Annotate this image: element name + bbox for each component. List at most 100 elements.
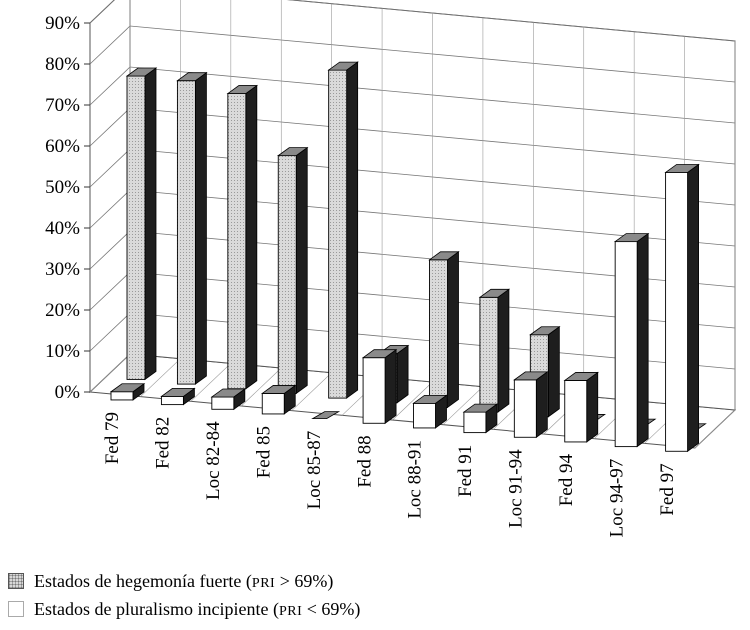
bar-side bbox=[547, 325, 560, 418]
bar-side bbox=[245, 84, 258, 390]
bar-side bbox=[346, 61, 359, 399]
floor-gridline bbox=[442, 386, 484, 425]
bar-pluralismo-7 bbox=[462, 403, 499, 434]
y-tick-label: 40% bbox=[45, 218, 80, 239]
y-axis: 0% 10% 20% 30% 40% 50% 60% 70% 80% 90% bbox=[45, 13, 90, 403]
x-tick-label: Loc 82-84 bbox=[203, 421, 224, 500]
bar-side bbox=[535, 371, 548, 439]
x-tick-label: Fed 79 bbox=[102, 412, 123, 464]
bar-top bbox=[462, 403, 499, 413]
bar-hegemonia-6 bbox=[428, 251, 460, 409]
x-tick-label: Fed 91 bbox=[455, 445, 476, 497]
bar-side bbox=[687, 163, 699, 453]
bar-hegemonia-2 bbox=[226, 84, 259, 390]
bar-top bbox=[664, 164, 700, 173]
bar-side bbox=[144, 67, 157, 381]
floor-gridline bbox=[241, 367, 282, 407]
bar-hegemonia-1 bbox=[176, 71, 208, 385]
bar-top bbox=[428, 251, 460, 261]
bar-side bbox=[195, 71, 207, 385]
bar-front bbox=[665, 172, 689, 452]
bar-front bbox=[211, 396, 235, 410]
bar-flat-pluralismo bbox=[311, 411, 341, 420]
bar-front bbox=[463, 411, 487, 434]
y-tick-label: 70% bbox=[45, 95, 80, 116]
bar-side bbox=[497, 288, 510, 413]
floor-gridline bbox=[140, 358, 181, 397]
legend-swatch-hatched bbox=[8, 573, 24, 589]
bar-front bbox=[160, 395, 184, 406]
floor-gridline bbox=[89, 353, 131, 393]
y-tick-label: 80% bbox=[45, 54, 80, 75]
bar-front bbox=[413, 402, 436, 429]
bar-top bbox=[327, 61, 359, 71]
bar-side bbox=[586, 371, 599, 443]
bar-side bbox=[396, 344, 409, 404]
x-tick-label: Fed 88 bbox=[354, 435, 375, 487]
bar-side bbox=[295, 146, 308, 395]
legend-swatch-white bbox=[8, 601, 24, 617]
bar-top bbox=[513, 371, 549, 381]
bar-front bbox=[227, 93, 247, 390]
bar-front bbox=[110, 391, 134, 401]
bar-hegemonia-7 bbox=[478, 288, 511, 413]
x-tick-label: Fed 82 bbox=[153, 417, 174, 469]
bar-front bbox=[362, 357, 386, 424]
y-tick-label: 50% bbox=[45, 177, 80, 198]
bar-front bbox=[261, 392, 285, 415]
y-tick-label: 0% bbox=[55, 382, 81, 403]
bar-top bbox=[613, 233, 650, 243]
bar-front bbox=[126, 75, 146, 380]
bar-top bbox=[160, 388, 196, 397]
legend-item-pluralismo: Estados de pluralismo incipiente (PRI < … bbox=[8, 598, 360, 623]
bar-top bbox=[412, 394, 448, 404]
y-tick-label: 90% bbox=[45, 13, 80, 34]
bar-pluralismo-3 bbox=[261, 384, 297, 415]
bar-pluralismo-5 bbox=[361, 348, 398, 425]
bar-pluralismo-11 bbox=[664, 163, 700, 453]
bar-pluralismo-1 bbox=[160, 387, 196, 406]
bar-front bbox=[479, 296, 499, 413]
bar-side bbox=[636, 232, 649, 448]
bar-front bbox=[176, 80, 196, 385]
x-tick-label: Fed 97 bbox=[657, 463, 678, 515]
bar-top bbox=[125, 67, 158, 77]
y-tick-label: 10% bbox=[45, 341, 80, 362]
x-tick-label: Loc 91-94 bbox=[506, 449, 527, 528]
bar-top bbox=[226, 85, 259, 94]
floor-gridline bbox=[190, 363, 232, 402]
x-tick-label: Fed 94 bbox=[556, 454, 577, 507]
x-axis: Fed 79 Fed 82 Loc 82-84 Fed 85 Loc 85-87 Fed … bbox=[102, 412, 678, 537]
bar-top bbox=[176, 72, 208, 82]
bar-pluralismo-0 bbox=[109, 382, 146, 401]
y-tick-label: 60% bbox=[45, 136, 80, 157]
floor-gridline bbox=[694, 409, 736, 449]
bar-front bbox=[429, 259, 448, 408]
bar-pluralismo-6 bbox=[412, 394, 448, 429]
bar-front bbox=[513, 379, 537, 438]
x-tick-label: Loc 94-97 bbox=[606, 459, 627, 538]
bar-top bbox=[529, 326, 561, 336]
x-tick-label: Loc 88-91 bbox=[405, 440, 426, 519]
bars bbox=[109, 61, 707, 453]
x-tick-label: Loc 85-87 bbox=[304, 431, 325, 510]
bar-top bbox=[210, 388, 247, 398]
bar-side bbox=[447, 251, 459, 409]
y-tick-label: 30% bbox=[45, 259, 80, 280]
bar-hegemonia-4 bbox=[327, 61, 359, 399]
bar-top bbox=[109, 383, 146, 393]
bar-front bbox=[328, 69, 348, 399]
bar-front bbox=[564, 379, 588, 443]
floor-gridline bbox=[392, 381, 433, 421]
bar-top bbox=[361, 349, 398, 359]
bar-pluralismo-2 bbox=[210, 388, 247, 411]
bar-chart-3d: 0%10%20%30%40%50%60%70%80%90% Fed 79 Fed … bbox=[45, 0, 737, 537]
bar-top bbox=[261, 385, 297, 394]
bar-top bbox=[478, 288, 511, 298]
bar-front bbox=[277, 155, 297, 394]
bar-pluralismo-8 bbox=[513, 371, 549, 439]
legend-text: Estados de pluralismo incipiente (PRI < … bbox=[34, 599, 361, 619]
floor-gridline bbox=[291, 372, 332, 411]
bar-top bbox=[563, 372, 599, 381]
bar-side bbox=[384, 348, 397, 425]
